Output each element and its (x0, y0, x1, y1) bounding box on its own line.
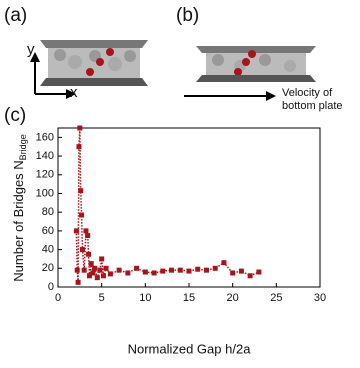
y-tick-label: 80 (42, 206, 54, 218)
point (212, 265, 218, 271)
x-tick-label: 25 (270, 292, 282, 304)
point (77, 125, 83, 131)
arrow-label: bottom plate (282, 100, 343, 112)
x-axis-label: Normalized Gap h/2a (128, 341, 252, 356)
y-axis-label-subscript: Bridge (18, 134, 28, 160)
point (177, 267, 183, 273)
point (99, 256, 105, 262)
point (256, 269, 262, 275)
x-tick-label: 10 (139, 292, 151, 304)
arrow-label: Velocity of (282, 87, 333, 99)
point (92, 265, 98, 271)
point (83, 228, 89, 234)
plot-frame (57, 127, 321, 288)
point (85, 233, 91, 239)
y-tick-label: 20 (42, 262, 54, 274)
y-tick-label: 120 (36, 169, 54, 181)
y-tick-label: 100 (36, 187, 54, 199)
panel-label: (c) (4, 105, 26, 126)
point (134, 265, 140, 271)
y-tick-label: 40 (42, 243, 54, 255)
point (151, 270, 157, 276)
y-tick-label: 0 (48, 281, 54, 293)
point (230, 270, 236, 276)
y-tick-label: 160 (36, 131, 54, 143)
point (221, 260, 227, 266)
point (88, 261, 94, 267)
x-tick-label: 30 (314, 292, 326, 304)
point (90, 270, 96, 276)
point (195, 266, 201, 272)
point (76, 144, 82, 150)
point (186, 268, 192, 274)
point (86, 273, 92, 279)
point (116, 267, 122, 273)
x-tick-label: 20 (227, 292, 239, 304)
point (81, 267, 87, 273)
point (103, 265, 109, 271)
y-tick-label: 140 (36, 150, 54, 162)
point (142, 269, 148, 275)
panel-label: (a) (4, 5, 27, 26)
axis-arrow-label: y (27, 41, 35, 58)
simulation-image (196, 46, 316, 82)
point (107, 271, 113, 277)
y-axis-label: Number of Bridges NBridge (11, 134, 28, 281)
point (79, 212, 85, 218)
panel-label: (b) (176, 5, 199, 26)
point (94, 275, 100, 281)
point (100, 273, 106, 279)
y-axis-label-text: Number of Bridges N (11, 160, 26, 281)
point (160, 268, 166, 274)
point (78, 188, 84, 194)
point (238, 268, 244, 274)
axis-arrow-label: x (70, 84, 78, 101)
point (97, 267, 103, 273)
point (74, 267, 80, 273)
point (125, 270, 131, 276)
point (203, 267, 209, 273)
point (169, 267, 175, 273)
simulation-image (40, 40, 148, 86)
x-tick-label: 0 (55, 292, 61, 304)
point (86, 251, 92, 257)
y-tick-label: 60 (42, 225, 54, 237)
x-tick-label: 5 (99, 292, 105, 304)
point (79, 247, 85, 253)
point (75, 279, 81, 285)
x-tick-label: 15 (183, 292, 195, 304)
point (73, 228, 79, 234)
point (247, 273, 253, 279)
